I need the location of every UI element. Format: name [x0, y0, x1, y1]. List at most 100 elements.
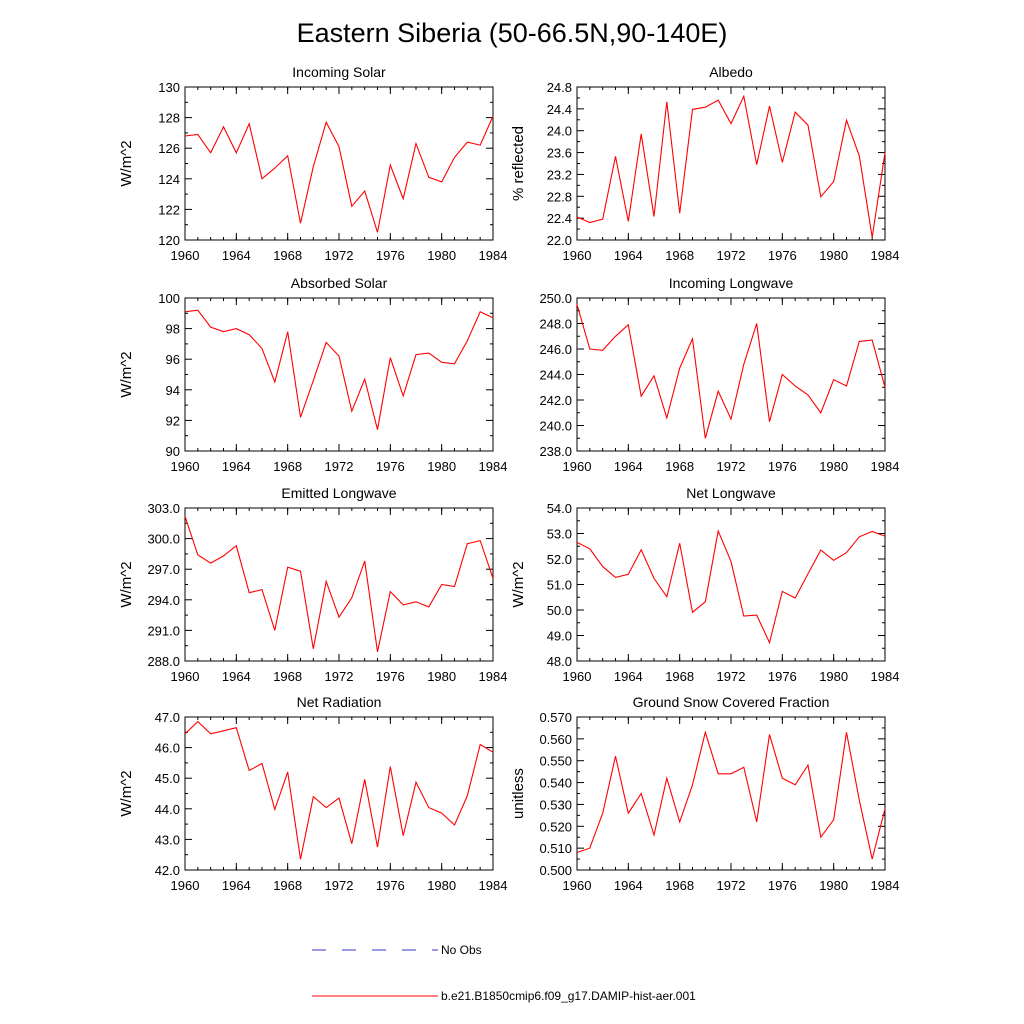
panel-title: Net Longwave: [686, 485, 776, 501]
x-tick-label: 1984: [871, 669, 900, 684]
x-tick-label: 1960: [171, 878, 200, 893]
y-tick-label: 126: [158, 141, 180, 156]
x-tick-label: 1984: [871, 459, 900, 474]
x-tick-label: 1976: [768, 248, 797, 263]
x-tick-label: 1968: [273, 878, 302, 893]
x-tick-label: 1968: [665, 248, 694, 263]
x-tick-label: 1968: [665, 878, 694, 893]
x-tick-label: 1980: [427, 248, 456, 263]
x-tick-label: 1964: [222, 669, 251, 684]
y-tick-label: 291.0: [147, 623, 180, 638]
y-tick-label: 23.2: [547, 167, 572, 182]
x-tick-label: 1964: [614, 248, 643, 263]
x-tick-label: 1976: [376, 248, 405, 263]
panel-title: Absorbed Solar: [291, 275, 388, 291]
y-tick-label: 45.0: [155, 771, 180, 786]
y-tick-label: 297.0: [147, 562, 180, 577]
y-axis-label: W/m^2: [118, 770, 135, 816]
y-tick-label: 98: [166, 322, 180, 337]
panel-title: Albedo: [709, 64, 753, 80]
x-tick-label: 1972: [325, 459, 354, 474]
series-line: [576, 528, 886, 645]
x-tick-label: 1984: [871, 248, 900, 263]
x-tick-label: 1960: [563, 459, 592, 474]
y-tick-label: 0.510: [539, 841, 572, 856]
y-tick-label: 300.0: [147, 532, 180, 547]
y-tick-label: 96: [166, 352, 180, 367]
chart-panel: Albedo 1960 1964 1968 1972 1976 1980 1984 22.0 22…: [510, 64, 899, 263]
panel-title: Net Radiation: [297, 694, 382, 710]
y-tick-label: 120: [158, 233, 180, 248]
series-line: [184, 516, 494, 652]
plot-frame: [576, 507, 886, 662]
y-tick-label: 48.0: [547, 654, 572, 669]
y-tick-label: 92: [166, 413, 180, 428]
x-tick-label: 1960: [171, 459, 200, 474]
y-tick-label: 24.4: [547, 102, 572, 117]
y-tick-label: 242.0: [539, 393, 572, 408]
x-tick-label: 1984: [871, 878, 900, 893]
y-tick-label: 250.0: [539, 291, 572, 306]
x-tick-label: 1964: [222, 878, 251, 893]
x-tick-label: 1960: [171, 248, 200, 263]
series-line: [576, 730, 886, 860]
y-axis-label: W/m^2: [510, 561, 527, 607]
y-tick-label: 294.0: [147, 593, 180, 608]
series-line: [576, 304, 886, 439]
plot-frame: [576, 716, 886, 871]
x-tick-label: 1968: [273, 669, 302, 684]
chart-panel: Incoming Longwave 1960 1964 1968 1972 1976 198…: [539, 275, 899, 474]
legend-model-label: b.e21.B1850cmip6.f09_g17.DAMIP-hist-aer.…: [441, 989, 696, 1003]
series-line: [576, 94, 886, 238]
y-axis-label: W/m^2: [118, 140, 135, 186]
chart-panel: Emitted Longwave 1960 1964 1968 1972 1976 1980…: [118, 485, 507, 684]
y-tick-label: 22.4: [547, 211, 572, 226]
x-tick-label: 1964: [614, 878, 643, 893]
chart-panel: Net Radiation 1960 1964 1968 1972 1976 1980 198…: [118, 694, 507, 893]
y-tick-label: 0.540: [539, 776, 572, 791]
plot-frame: [184, 297, 494, 452]
x-tick-label: 1972: [325, 878, 354, 893]
panel-title: Emitted Longwave: [281, 485, 396, 501]
plot-frame: [184, 716, 494, 871]
x-tick-label: 1976: [376, 878, 405, 893]
x-tick-label: 1980: [427, 459, 456, 474]
x-tick-label: 1968: [273, 459, 302, 474]
y-tick-label: 100: [158, 291, 180, 306]
plot-frame: [184, 86, 494, 241]
y-axis-label: W/m^2: [118, 561, 135, 607]
y-tick-label: 49.0: [547, 629, 572, 644]
y-tick-label: 54.0: [547, 501, 572, 516]
y-tick-label: 47.0: [155, 710, 180, 725]
x-tick-label: 1980: [819, 248, 848, 263]
y-axis-label: W/m^2: [118, 351, 135, 397]
y-tick-label: 0.560: [539, 732, 572, 747]
y-axis-label: unitless: [510, 768, 527, 819]
y-tick-label: 52.0: [547, 552, 572, 567]
x-tick-label: 1976: [376, 459, 405, 474]
x-tick-label: 1984: [479, 248, 508, 263]
x-tick-label: 1968: [665, 669, 694, 684]
y-tick-label: 24.8: [547, 80, 572, 95]
chart-panel: Absorbed Solar 1960 1964 1968 1972 1976 1980 19…: [118, 275, 507, 474]
y-tick-label: 248.0: [539, 317, 572, 332]
series-line: [184, 115, 494, 233]
y-tick-label: 246.0: [539, 342, 572, 357]
panel-title: Incoming Longwave: [669, 275, 794, 291]
legend-obs-label: No Obs: [441, 943, 482, 957]
x-tick-label: 1984: [479, 878, 508, 893]
x-tick-label: 1960: [563, 878, 592, 893]
x-tick-label: 1980: [819, 459, 848, 474]
x-tick-label: 1960: [563, 248, 592, 263]
x-tick-label: 1968: [665, 459, 694, 474]
y-tick-label: 0.570: [539, 710, 572, 725]
x-tick-label: 1976: [768, 669, 797, 684]
y-tick-label: 303.0: [147, 501, 180, 516]
y-tick-label: 46.0: [155, 741, 180, 756]
chart-panel: Incoming Solar 1960 1964 1968 1972 1976 1980 19…: [118, 64, 507, 263]
x-tick-label: 1972: [717, 669, 746, 684]
panel-title: Incoming Solar: [292, 64, 386, 80]
x-tick-label: 1984: [479, 459, 508, 474]
x-tick-label: 1972: [325, 669, 354, 684]
y-tick-label: 94: [166, 383, 180, 398]
